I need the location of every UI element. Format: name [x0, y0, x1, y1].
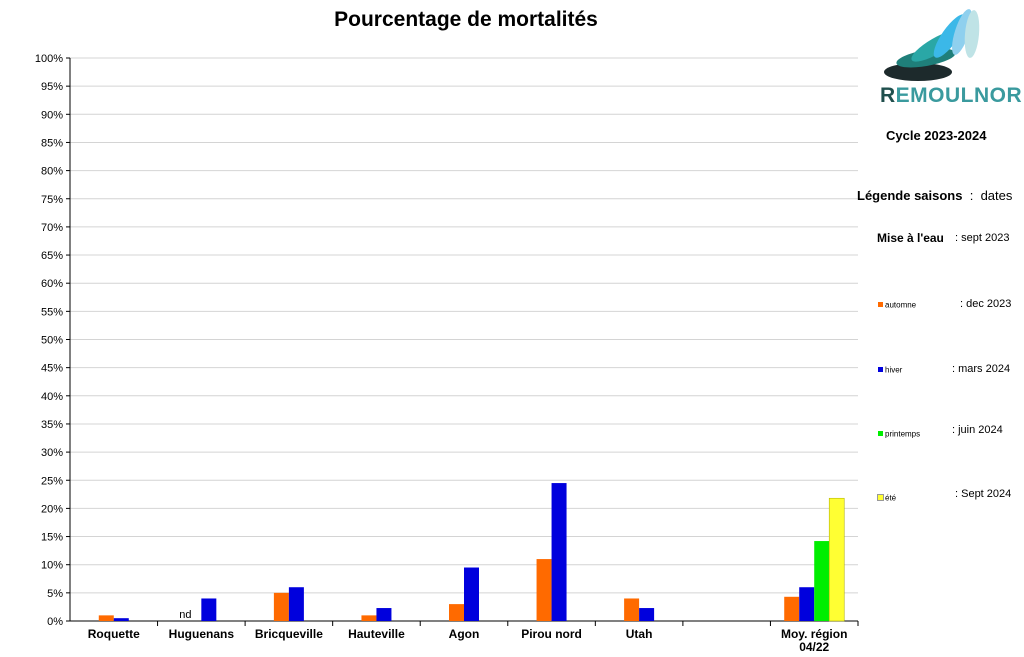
legend-title: Légende saisons : dates — [857, 188, 1012, 203]
y-tick-label: 90% — [41, 109, 63, 121]
bar-hiver — [464, 567, 479, 621]
bar-automne — [784, 596, 800, 621]
legend-mise-date: : sept 2023 — [955, 232, 1010, 244]
bar-hiver — [799, 587, 815, 621]
y-tick-label: 80% — [41, 166, 63, 178]
y-tick-label: 45% — [41, 363, 63, 375]
brand-first-letter: R — [880, 84, 896, 107]
chart-title: Pourcentage de mortalités — [334, 8, 598, 31]
bar-automne — [273, 592, 289, 621]
bar-hiver — [113, 618, 129, 621]
legend-separator: : — [969, 188, 974, 203]
y-tick-label: 0% — [47, 616, 63, 628]
y-tick-label: 25% — [41, 475, 63, 487]
y-tick-label: 15% — [41, 532, 63, 544]
brand-rest: EMOULNOR — [895, 84, 1023, 107]
x-tick-label: Agon — [449, 627, 480, 641]
legend-item-date: : Sept 2024 — [955, 488, 1012, 500]
bar-hiver — [551, 483, 567, 621]
legend-swatch — [877, 494, 884, 502]
brand-name: REMOULNOR — [880, 84, 1022, 108]
y-tick-label: 65% — [41, 250, 63, 262]
legend-dates-label: dates — [980, 188, 1013, 203]
bar-été — [828, 497, 845, 622]
bar-hiver — [376, 608, 392, 621]
bar-hiver — [201, 598, 217, 621]
bar-hiver — [639, 608, 655, 621]
x-tick-label: Bricqueville — [255, 627, 323, 641]
y-tick-label: 35% — [41, 419, 63, 431]
x-tick-label: Huguenans — [169, 627, 235, 641]
legend-swatch — [878, 367, 883, 373]
bar-automne — [449, 604, 464, 621]
bar-hiver — [288, 587, 304, 621]
y-tick-label: 50% — [41, 335, 63, 347]
y-tick-label: 30% — [41, 447, 63, 459]
legend-item-label: automne — [885, 300, 917, 310]
y-tick-label: 5% — [47, 588, 63, 600]
legend-item-label: printemps — [885, 429, 921, 439]
bar-automne — [624, 598, 640, 621]
bar-automne — [98, 615, 114, 621]
y-tick-label: 75% — [41, 194, 63, 206]
legend-item-label: hiver — [885, 365, 903, 375]
legend-item-printemps: printemps — [878, 426, 920, 440]
x-tick-label: Pirou nord — [521, 627, 582, 641]
y-tick-label: 100% — [35, 53, 63, 65]
cycle-label: Cycle 2023-2024 — [886, 128, 987, 143]
bar-chart: 0% 5% 10% 15% 20% 25% 30% 35% 40% 45% 50% 55% 60% 65%… — [35, 53, 859, 654]
y-tick-label: 10% — [41, 560, 63, 572]
bar-printemps — [814, 541, 830, 621]
bar-automne — [361, 615, 377, 621]
legend-title-text: Légende saisons — [857, 188, 963, 203]
legend-item-ete: été — [877, 490, 897, 504]
legend-item-date: : mars 2024 — [952, 363, 1011, 375]
annotation-label: nd — [179, 609, 191, 621]
y-tick-label: 55% — [41, 306, 63, 318]
legend-item-hiver: hiver — [878, 362, 902, 376]
legend-item-label: été — [885, 493, 897, 503]
legend-swatch — [878, 431, 883, 437]
legend-item-date: : dec 2023 — [960, 298, 1012, 310]
x-tick-label: Utah — [626, 627, 653, 641]
y-tick-label: 85% — [41, 137, 63, 149]
legend-item-date: : juin 2024 — [952, 424, 1003, 436]
legend-mise-label: Mise à l'eau — [877, 231, 944, 245]
legend-swatch — [878, 302, 883, 308]
y-tick-label: 95% — [41, 81, 63, 93]
x-tick-label: Hauteville — [348, 627, 405, 641]
y-tick-label: 60% — [41, 278, 63, 290]
y-tick-label: 70% — [41, 222, 63, 234]
bar-automne — [536, 559, 552, 621]
y-tick-label: 20% — [41, 503, 63, 515]
x-tick-label: Moy. région 04/22 — [781, 627, 847, 654]
x-tick-label: Roquette — [88, 627, 140, 641]
y-tick-label: 40% — [41, 391, 63, 403]
legend-item-automne: automne — [878, 297, 916, 311]
remoulnor-logo-icon — [884, 9, 980, 81]
